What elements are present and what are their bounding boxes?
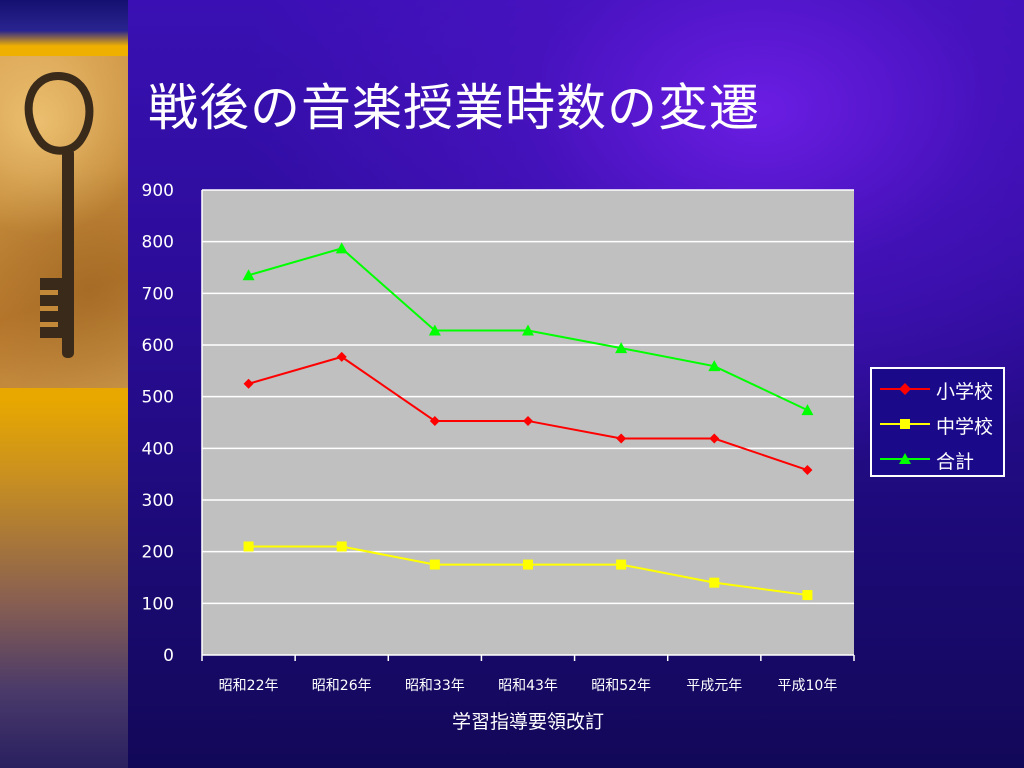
x-tick-label: 平成元年 [686,678,742,694]
data-point-diamond [429,415,440,426]
legend-diamond-marker-icon [880,383,930,395]
data-point-square [709,577,720,588]
data-point-square [616,559,627,570]
x-tick-label: 平成10年 [778,678,838,694]
legend-triangle-marker-icon [880,453,930,464]
y-tick-label: 200 [142,543,174,563]
y-tick-label: 900 [142,181,174,201]
data-point-square [523,559,533,570]
x-tick-label: 昭和52年 [591,678,651,694]
y-tick-label: 700 [142,284,174,304]
y-tick-label: 500 [142,388,174,408]
legend-item-junior-high: 中学校 [878,410,1003,438]
x-tick-label: 昭和43年 [498,678,558,694]
data-point-square [243,541,254,552]
x-axis-label: 学習指導要領改訂 [452,711,604,733]
legend-item-total: 合計 [878,445,1003,473]
data-point-triangle [522,324,534,336]
data-point-square [336,541,347,552]
legend-label: 中学校 [936,416,994,438]
x-tick-label: 昭和26年 [312,678,372,694]
chart-legend: 小学校 中学校 合計 [870,367,1005,477]
y-tick-label: 800 [142,233,174,253]
data-point-square [429,559,440,570]
legend-square-marker-icon [880,419,930,429]
data-point-square [802,590,813,601]
data-point-diamond [616,433,627,444]
data-point-triangle [801,404,814,416]
y-tick-label: 300 [142,491,174,511]
data-point-diamond [523,415,533,426]
data-point-triangle [708,360,721,372]
legend-item-elementary: 小学校 [878,375,1003,403]
data-point-diamond [336,351,347,362]
x-tick-label: 昭和33年 [405,678,465,694]
y-tick-label: 400 [142,439,174,459]
legend-label: 小学校 [936,381,994,403]
data-point-triangle [428,324,441,336]
key-icon [24,71,94,358]
data-point-diamond [802,465,813,476]
data-point-diamond [243,378,254,389]
slide-title: 戦後の音楽授業時数の変遷 [148,79,760,137]
data-point-diamond [709,433,720,444]
key-photo [0,56,128,388]
y-tick-label: 0 [163,646,174,666]
y-tick-label: 100 [142,594,174,614]
y-tick-label: 600 [142,336,174,356]
data-point-triangle [615,342,628,354]
legend-label: 合計 [936,451,975,473]
data-point-triangle [242,269,255,281]
x-tick-label: 昭和22年 [219,678,279,694]
data-point-triangle [335,242,348,254]
